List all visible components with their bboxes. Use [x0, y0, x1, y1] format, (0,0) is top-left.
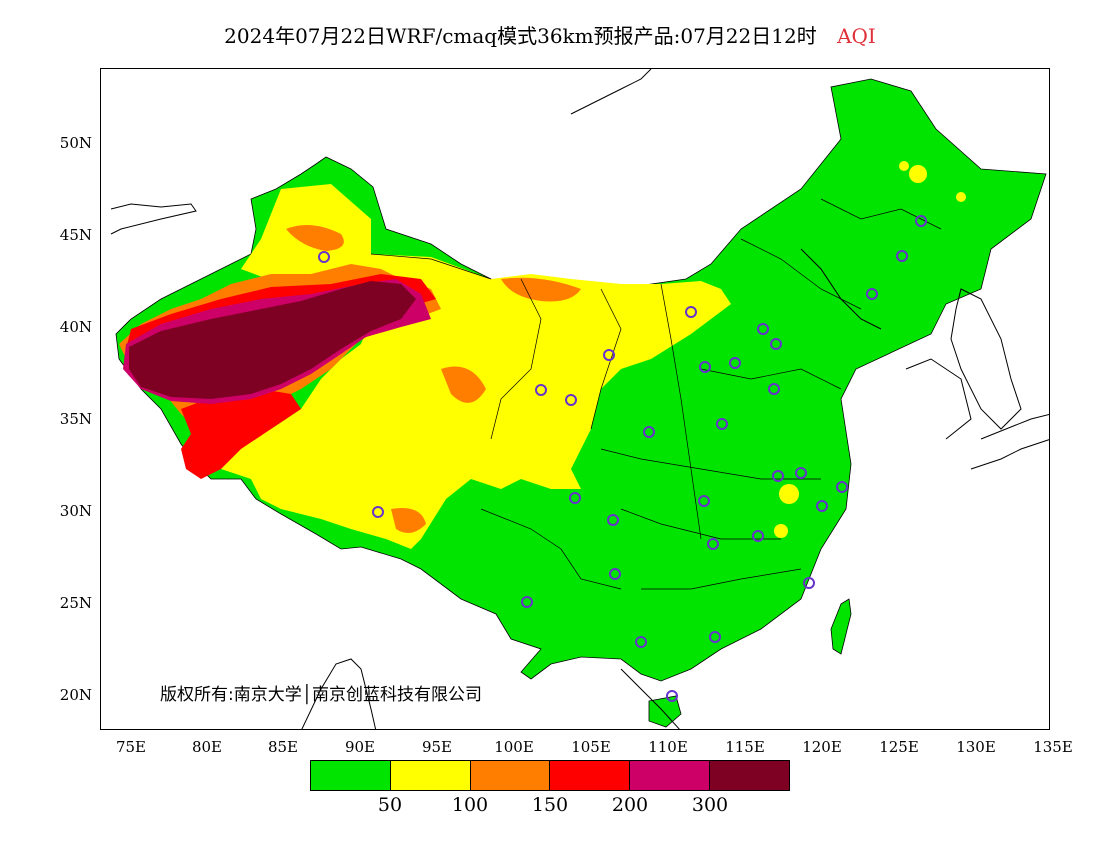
y-label-45n: 45N — [59, 226, 92, 244]
aqi-map — [110, 69, 1049, 729]
coastlines — [110, 69, 1049, 729]
title-aqi-label: AQI — [837, 24, 876, 48]
map-frame — [100, 68, 1050, 730]
x-label-105e: 105E — [571, 738, 611, 756]
title-text: 2024年07月22日WRF/cmaq模式36km预报产品:07月22日12时 — [224, 24, 817, 48]
x-label-120e: 120E — [802, 738, 842, 756]
station-markers — [318, 215, 927, 702]
map-title: 2024年07月22日WRF/cmaq模式36km预报产品:07月22日12时 … — [0, 20, 1100, 49]
aqi-region-hazardous — [129, 281, 416, 399]
x-label-90e: 90E — [344, 738, 376, 756]
legend-label-50: 50 — [377, 794, 403, 816]
x-label-125e: 125E — [879, 738, 919, 756]
province-boundaries — [370, 198, 942, 590]
y-label-50n: 50N — [59, 134, 92, 152]
x-label-80e: 80E — [191, 738, 223, 756]
legend-label-300: 300 — [691, 794, 729, 816]
x-label-135e: 135E — [1033, 738, 1073, 756]
legend-bin-good — [311, 761, 391, 790]
y-label-25n: 25N — [59, 594, 92, 612]
legend-label-150: 150 — [531, 794, 569, 816]
x-label-95e: 95E — [421, 738, 453, 756]
x-label-110e: 110E — [648, 738, 688, 756]
legend-label-200: 200 — [611, 794, 649, 816]
island-hainan — [648, 695, 682, 728]
island-taiwan — [830, 598, 852, 655]
legend-bin-unhealthy — [550, 761, 631, 790]
legend-bin-hazardous — [710, 761, 789, 790]
x-label-130e: 130E — [956, 738, 996, 756]
x-label-100e: 100E — [494, 738, 534, 756]
legend-bin-moderate — [390, 761, 471, 790]
y-label-35n: 35N — [59, 410, 92, 428]
aqi-legend-bar — [310, 760, 790, 791]
legend-label-100: 100 — [451, 794, 489, 816]
x-label-115e: 115E — [725, 738, 765, 756]
y-label-20n: 20N — [59, 686, 92, 704]
legend-bin-very-unhealthy — [630, 761, 711, 790]
y-label-30n: 30N — [59, 502, 92, 520]
copyright-text: 版权所有:南京大学│南京创蓝科技有限公司 — [160, 685, 482, 705]
x-label-85e: 85E — [267, 738, 299, 756]
legend-bin-usg — [470, 761, 551, 790]
aqi-region-unhealthy — [181, 389, 301, 479]
x-label-75e: 75E — [115, 738, 147, 756]
y-label-40n: 40N — [59, 318, 92, 336]
